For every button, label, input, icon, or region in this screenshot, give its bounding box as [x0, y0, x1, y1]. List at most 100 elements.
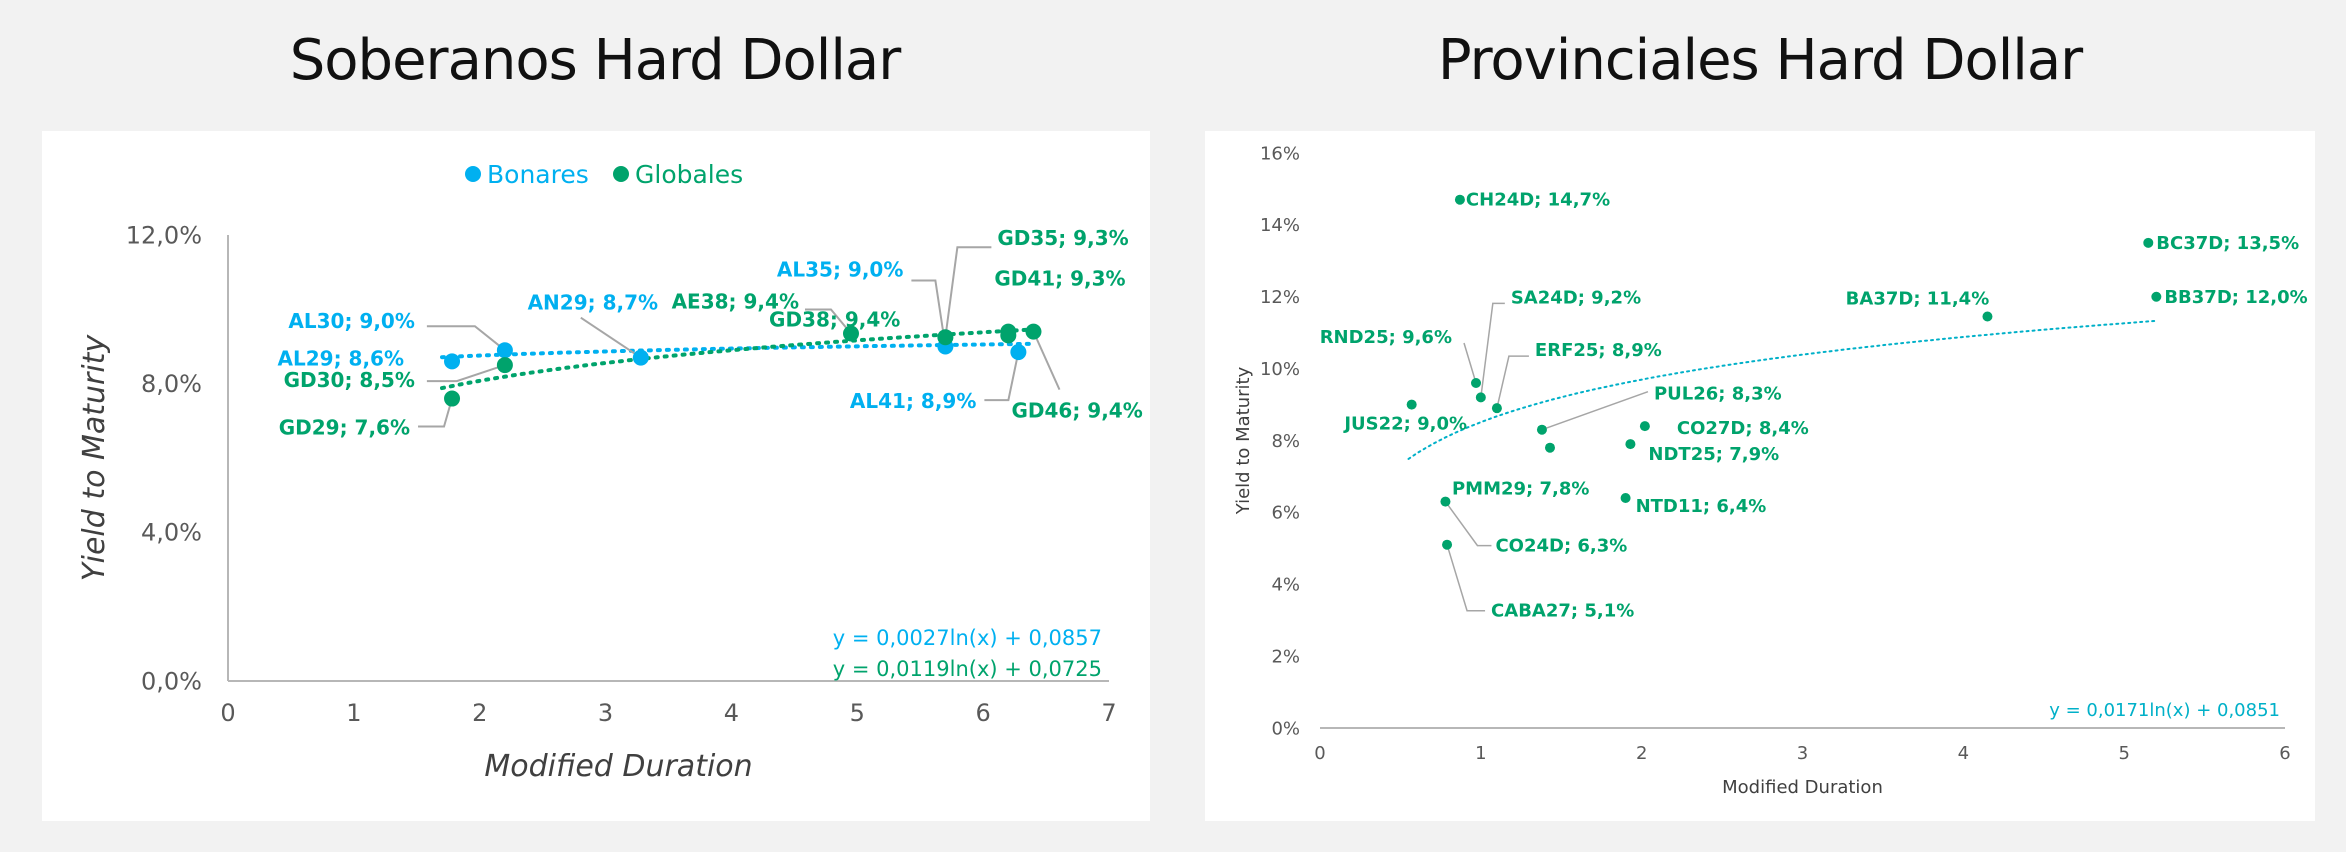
- data-point-gd29: [444, 390, 461, 407]
- y-tick-label: 6%: [1271, 503, 1300, 524]
- scatter-chart-soberanos: 0 1 2 3 4 5 6 7 0,0% 4,0% 8,0% 12,0% Modified Durati…: [77, 160, 1143, 784]
- data-point-ch24d: [1454, 194, 1465, 205]
- data-label-gd46: GD46; 9,4%: [1011, 399, 1142, 423]
- data-label-caba27: CABA27; 5,1%: [1491, 601, 1634, 622]
- x-tick-label: 6: [2279, 743, 2290, 764]
- label-leader-line: [1541, 391, 1649, 431]
- trendline-provinciales: [1407, 319, 2158, 460]
- data-point-ae38: [842, 325, 859, 342]
- x-tick-label: 4: [724, 699, 739, 727]
- trendline-globales: [440, 327, 1036, 391]
- data-label-rnd25: RND25; 9,6%: [1320, 327, 1452, 348]
- y-tick-label: 2%: [1271, 646, 1300, 667]
- label-leader-line: [804, 308, 852, 335]
- label-leader-line: [1032, 331, 1061, 391]
- y-tick-label: 12,0%: [126, 221, 202, 249]
- data-label-gd35: GD35; 9,3%: [997, 226, 1128, 250]
- y-axis-title: Yield to Maturity: [1233, 366, 1254, 515]
- data-point-rnd25: [1471, 378, 1482, 388]
- data-label-pul26: PUL26; 8,3%: [1654, 384, 1782, 405]
- data-point-ndt25: [1625, 439, 1636, 450]
- data-point-caba27: [1442, 539, 1453, 550]
- x-tick-label: 0: [220, 699, 235, 727]
- data-label-ae38: AE38; 9,4%: [672, 289, 799, 313]
- label-leader-line: [1480, 302, 1505, 398]
- chart-title-provinciales: Provinciales Hard Dollar: [1437, 28, 2083, 93]
- label-leader-line: [1444, 501, 1492, 547]
- y-tick-label: 4%: [1271, 575, 1300, 596]
- data-point-sa24d: [1475, 392, 1486, 403]
- x-tick-label: 3: [598, 699, 613, 727]
- data-label-al35: AL35; 9,0%: [777, 258, 903, 282]
- label-leader-line: [418, 398, 453, 428]
- data-point-bc37d: [2143, 237, 2154, 248]
- label-leader-line: [1446, 544, 1486, 612]
- data-label-al29: AL29; 8,6%: [278, 346, 404, 370]
- label-leader-line: [911, 279, 947, 347]
- data-point-jus22: [1406, 399, 1417, 410]
- chart-panel-provinciales: 0 1 2 3 4 5 6 0% 2% 4% 6% 8% 10% 12% 14% 16% Modified Du…: [1205, 131, 2315, 821]
- data-label-erf25: ERF25; 8,9%: [1535, 340, 1662, 361]
- data-label-ntd11: NTD11; 6,4%: [1636, 496, 1767, 517]
- data-point-gd30: [496, 357, 513, 374]
- data-label-sa24d: SA24D; 9,2%: [1511, 287, 1641, 308]
- data-point-al30: [496, 342, 513, 359]
- x-tick-label: 2: [472, 699, 487, 727]
- y-tick-label: 0,0%: [141, 667, 202, 695]
- x-axis-title: Modified Duration: [1722, 777, 1883, 798]
- data-label-co27d: CO27D; 8,4%: [1677, 418, 1809, 439]
- data-point-bb37d: [2151, 291, 2162, 302]
- data-label-gd29: GD29; 7,6%: [279, 416, 410, 440]
- trendline-equation: y = 0,0027ln(x) + 0,0857: [833, 626, 1102, 650]
- chart-panel-soberanos: 0 1 2 3 4 5 6 7 0,0% 4,0% 8,0% 12,0% Modified Durati…: [42, 131, 1150, 821]
- data-label-al30: AL30; 9,0%: [288, 309, 414, 333]
- y-tick-label: 8%: [1271, 431, 1300, 452]
- x-tick-label: 5: [2118, 743, 2129, 764]
- x-tick-label: 4: [1958, 743, 1969, 764]
- label-leader-line: [580, 316, 642, 359]
- data-point-erf25: [1491, 403, 1502, 414]
- trendline-equation: y = 0,0171ln(x) + 0,0851: [2049, 700, 2280, 721]
- data-label-co24d: CO24D; 6,3%: [1495, 536, 1627, 557]
- data-point-co27d: [1639, 421, 1650, 432]
- legend-marker-bonares: [465, 166, 481, 182]
- data-label-ch24d: CH24D; 14,7%: [1466, 190, 1610, 211]
- data-label-ba37d: BA37D; 11,4%: [1846, 289, 1990, 310]
- data-point-gd35: [937, 329, 954, 346]
- label-leader-line: [426, 364, 506, 383]
- x-tick-label: 1: [346, 699, 361, 727]
- data-label-bc37d: BC37D; 13,5%: [2156, 233, 2299, 254]
- x-tick-label: 1: [1475, 743, 1486, 764]
- legend-marker-globales: [613, 166, 629, 182]
- label-leader-line: [984, 351, 1020, 402]
- y-tick-label: 14%: [1260, 215, 1300, 236]
- data-point-gd46: [1025, 323, 1042, 340]
- x-tick-label: 0: [1314, 743, 1325, 764]
- y-tick-label: 10%: [1260, 359, 1300, 380]
- label-leader-line: [1463, 342, 1477, 384]
- chart-title-soberanos: Soberanos Hard Dollar: [289, 28, 902, 93]
- data-point-pul26: [1536, 424, 1547, 435]
- trendline-equation: y = 0,0119ln(x) + 0,0725: [833, 657, 1102, 681]
- y-tick-label: 0%: [1271, 718, 1300, 739]
- y-tick-label: 4,0%: [141, 519, 202, 547]
- data-point-al29: [444, 353, 461, 370]
- x-axis-title: Modified Duration: [484, 749, 752, 784]
- x-tick-label: 7: [1101, 699, 1116, 727]
- y-axis-title: Yield to Maturity: [77, 334, 112, 582]
- label-leader-line: [426, 325, 506, 351]
- data-point-ba37d: [1982, 311, 1993, 322]
- data-label-an29: AN29; 8,7%: [528, 291, 658, 315]
- data-label-gd41: GD41; 9,3%: [994, 266, 1125, 290]
- x-tick-label: 6: [976, 699, 991, 727]
- data-label-gd30: GD30; 8,5%: [284, 368, 415, 392]
- data-label-bb37d: BB37D; 12,0%: [2164, 287, 2307, 308]
- data-point-co24d: [1440, 496, 1451, 507]
- x-tick-label: 3: [1797, 743, 1808, 764]
- label-leader-line: [1496, 355, 1529, 409]
- y-tick-label: 16%: [1260, 143, 1300, 164]
- scatter-chart-provinciales: 0 1 2 3 4 5 6 0% 2% 4% 6% 8% 10% 12% 14% 16% Modified Du…: [1233, 143, 2308, 798]
- y-tick-label: 12%: [1260, 287, 1300, 308]
- data-point-ntd11: [1620, 493, 1631, 503]
